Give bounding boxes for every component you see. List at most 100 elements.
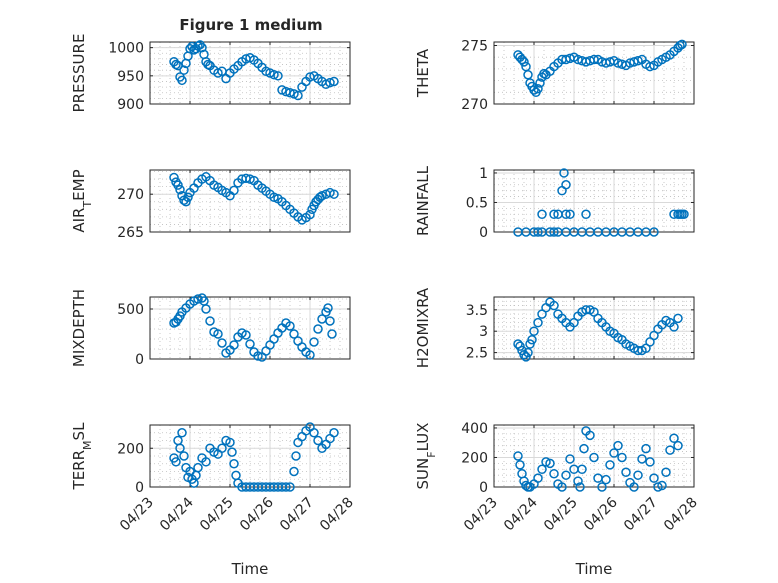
data-point [629,482,639,492]
data-point [609,448,619,458]
data-point [217,338,227,348]
data-point [175,443,185,453]
subplot-7: 0 200 TERRMSL 04/23 04/24 04/25 04/26 04/27 04/2… [70,422,357,578]
data-point [597,482,607,492]
data-point [273,71,283,81]
data-point [285,87,295,98]
data-point [323,303,333,313]
y-axis-label: PRESSURE [70,34,88,113]
subplot-4: 0 0.5 1 RAINFALL [414,165,695,241]
data-point [641,443,651,454]
y-tick-label: 400 [461,421,488,437]
y-tick-label: 275 [461,39,488,55]
data-point [179,65,189,75]
y-tick-label: 1 [479,166,488,182]
data-point [245,339,255,349]
data-point [213,329,223,339]
y-tick-label: 2.5 [466,346,488,362]
data-point [517,54,527,65]
subplot-3: 265 270 AIRTEMP [70,169,351,241]
data-point [669,433,679,444]
data-point [201,304,211,314]
data-point [565,454,575,464]
data-point [657,480,667,491]
y-tick-label: 265 [117,225,144,241]
data-point [673,440,683,451]
data-point [549,209,559,220]
subplot-8: 0 200 400 SUNFLUX 04/23 04/24 04/25 04/26 04/27 0… [414,421,701,578]
data-point [561,180,571,190]
data-point [545,458,555,469]
y-tick-label: 3 [479,324,488,340]
figure-title: Figure 1 medium [179,16,322,34]
data-point [637,454,647,464]
subplot-5: 0 500 MIXDEPTH [70,289,351,368]
data-point [665,445,675,455]
x-tick-label: 04/23 [461,495,501,535]
data-point [649,227,659,237]
data-point [573,476,583,486]
data-point [649,473,659,483]
y-axis-label: THETA [414,48,432,98]
data-point [527,335,537,345]
y-tick-label: 270 [461,97,488,113]
data-point [225,437,235,448]
x-tick-label: 04/24 [157,494,197,534]
y-tick-label: 0 [479,480,488,496]
data-point [325,77,335,88]
data-point [329,189,339,199]
data-point [229,340,239,350]
y-tick-label: 1000 [108,41,144,57]
data-point [175,184,185,195]
axes-box [149,41,351,105]
data-point [605,460,615,470]
data-point [289,329,299,339]
x-tick-label: 04/27 [621,495,661,535]
data-point [529,326,539,336]
data-point [601,474,611,485]
data-point [329,428,339,438]
x-axis-label: Time [575,560,613,578]
data-point [201,457,211,467]
subplot-6: 2.5 3 3.5 H2OMIXRA [414,287,695,368]
data-point [519,57,529,67]
axes-box [149,169,351,233]
data-point [281,482,291,492]
x-tick-label: 04/28 [661,495,701,535]
data-point [305,209,315,220]
data-point [549,300,559,311]
data-point [617,452,627,463]
data-point [309,337,319,347]
data-point [537,464,547,475]
data-point [289,466,299,477]
data-point [193,294,203,304]
y-tick-label: 200 [117,441,144,457]
data-point [193,462,203,473]
y-tick-label: 0 [135,480,144,496]
y-tick-label: 0.5 [466,195,488,211]
data-point [513,451,523,461]
data-point [313,435,323,446]
data-point [177,428,187,438]
data-point [633,470,643,480]
y-axis-label: TERRMSL [70,422,94,491]
x-axis-label: Time [231,560,269,578]
data-point [253,351,263,361]
data-point [533,473,543,483]
data-point [579,443,589,454]
plot-area [494,170,694,232]
plot-area [494,42,694,104]
data-point [293,90,303,101]
data-point [269,69,279,80]
data-point [169,172,179,183]
data-point [535,78,545,88]
data-point [205,316,215,326]
data-point [285,482,295,492]
y-tick-label: 900 [117,97,144,113]
data-point [229,185,239,196]
data-point [515,460,525,470]
data-point [325,316,335,326]
data-point [197,42,207,53]
data-point [533,227,543,237]
